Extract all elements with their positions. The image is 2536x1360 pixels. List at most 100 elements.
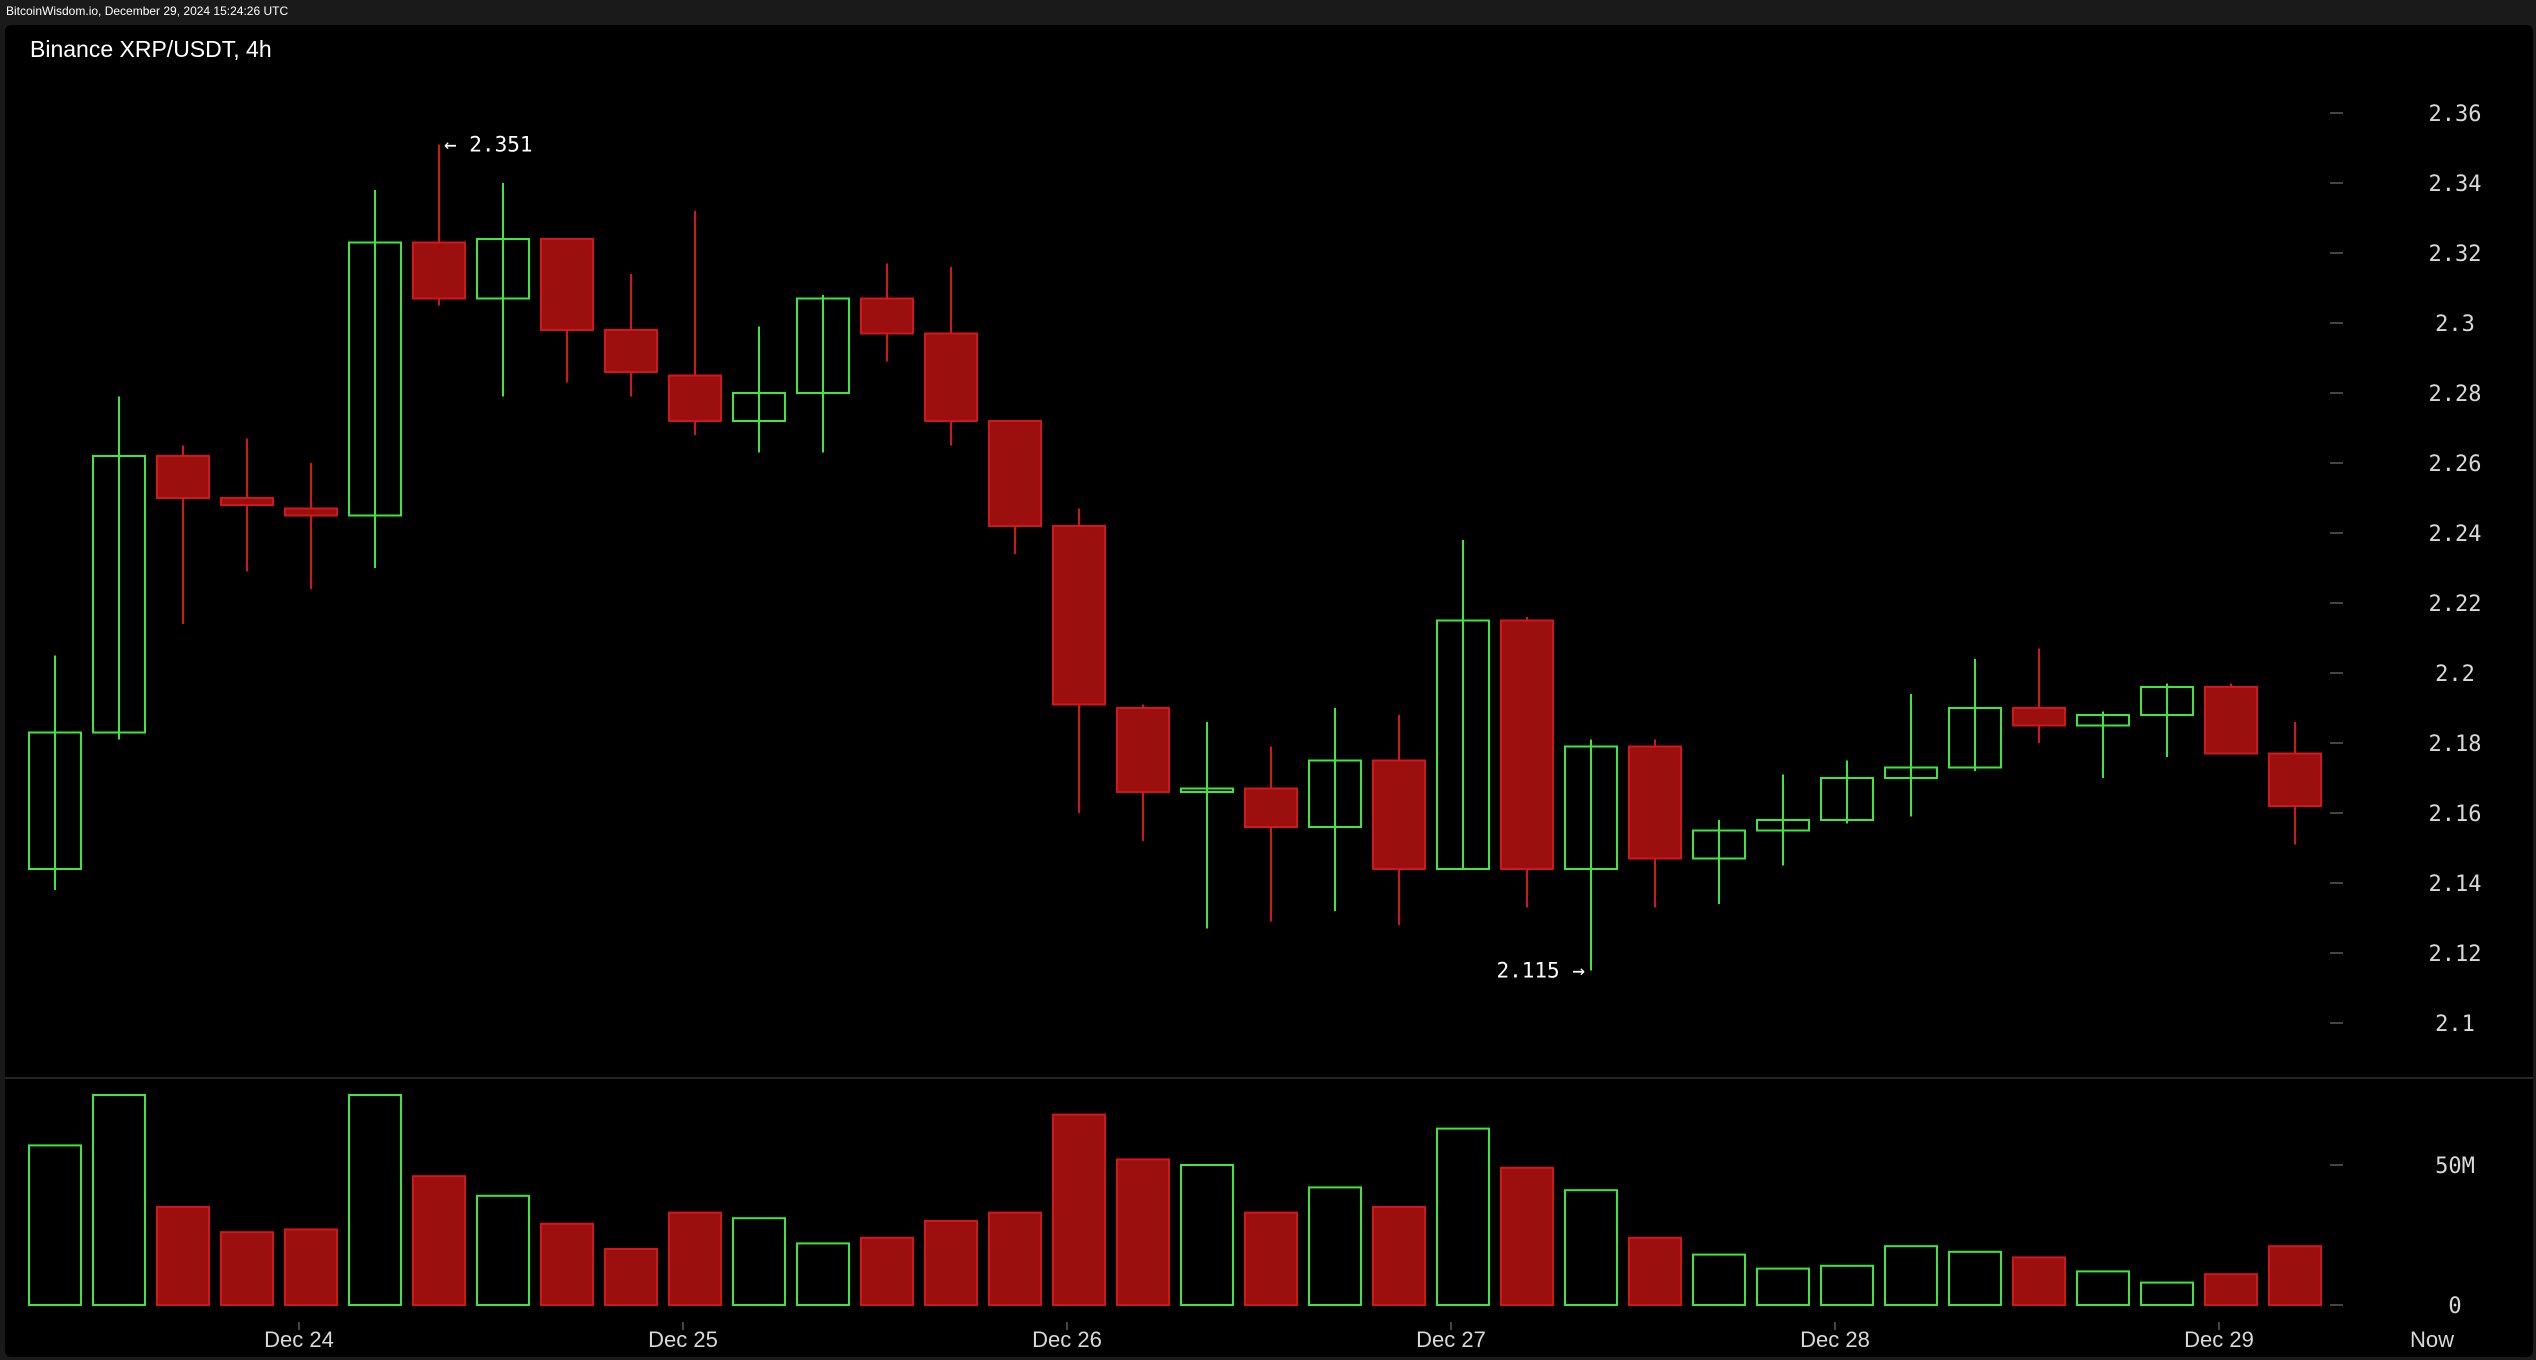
volume-bar [28,1144,82,1307]
candle-body [668,374,722,422]
volume-bar [220,1231,274,1306]
volume-bar [1052,1113,1106,1306]
volume-bar [1884,1245,1938,1306]
volume-bar [2076,1270,2130,1307]
date-tick-label: Dec 26 [1032,1327,1102,1352]
date-tick-label: Dec 28 [1800,1327,1870,1352]
volume-bar [1436,1127,1490,1306]
volume-bar [2012,1256,2066,1307]
candle-body [2012,707,2066,727]
candle-body [860,297,914,335]
price-tick-label: 2.22 [2429,592,2482,617]
volume-bar [1564,1189,1618,1306]
candle-body [2076,714,2130,727]
price-tick-label: 2.1 [2435,1012,2475,1037]
volume-bar [2204,1273,2258,1306]
candle-body [2268,752,2322,807]
date-tick-label: Dec 24 [264,1327,334,1352]
price-tick-label: 2.28 [2429,382,2482,407]
volume-bar [2268,1245,2322,1306]
volume-bar [924,1220,978,1306]
candle-body [1692,829,1746,860]
volume-bar [796,1242,850,1307]
volume-bar [1756,1267,1810,1306]
candle-body [1116,707,1170,793]
candle-body [348,241,402,517]
volume-bar [860,1236,914,1307]
low-annotation: 2.115 → [1496,959,1585,983]
candle-body [1628,745,1682,860]
watermark: BitcoinWisdom.io, December 29, 2024 15:2… [6,4,289,18]
chart-title: Binance XRP/USDT, 4h [30,36,272,62]
volume-bar [1180,1164,1234,1306]
volume-bar [92,1094,146,1306]
candle-body [988,420,1042,527]
now-label: Now [2410,1327,2454,1352]
price-tick-label: 2.24 [2429,522,2482,547]
high-annotation: ← 2.351 [444,133,533,157]
date-tick-label: Dec 25 [648,1327,718,1352]
volume-bar [284,1228,338,1307]
volume-bar [156,1206,210,1306]
volume-bar [1820,1264,1874,1307]
price-tick-label: 2.12 [2429,942,2482,967]
price-tick-label: 2.16 [2429,802,2482,827]
volume-bar [604,1248,658,1306]
candle-body [1308,759,1362,828]
volume-bar [2140,1281,2194,1306]
volume-bar [1372,1206,1426,1306]
candle-body [796,297,850,394]
candle-body [2204,686,2258,755]
volume-bar [476,1194,530,1307]
date-tick-label: Dec 29 [2184,1327,2254,1352]
candle-body [1756,819,1810,832]
price-tick-label: 2.2 [2435,662,2475,687]
volume-bar [1692,1253,1746,1306]
price-tick-label: 2.26 [2429,452,2482,477]
candle-body [1948,707,2002,769]
price-tick-label: 2.32 [2429,242,2482,267]
volume-bar [732,1217,786,1306]
price-tick-label: 2.18 [2429,732,2482,757]
candle-body [604,329,658,373]
volume-bar [1244,1211,1298,1306]
price-tick-label: 2.34 [2429,172,2482,197]
candle-body [156,455,210,499]
candle-body [1820,777,1874,821]
candle-body [28,731,82,870]
price-tick-label: 2.14 [2429,872,2482,897]
candle-body [1436,619,1490,870]
volume-bar [412,1175,466,1306]
candle-body [1564,745,1618,870]
candle-body [1052,525,1106,706]
volume-bar [988,1211,1042,1306]
candle-body [1180,787,1234,793]
candle-body [1244,787,1298,828]
date-tick-label: Dec 27 [1416,1327,1486,1352]
volume-bar [668,1211,722,1306]
volume-bar [1500,1166,1554,1307]
candle-body [1500,619,1554,870]
volume-bar [1116,1158,1170,1307]
volume-bar [348,1094,402,1306]
candle-body [284,507,338,517]
candle-body [1884,766,1938,779]
volume-bar [540,1222,594,1307]
price-tick-label: 2.36 [2429,102,2482,127]
candle-body [1372,759,1426,870]
volume-tick-label: 0 [2448,1294,2461,1319]
candle-body [220,497,274,506]
candle-body [2140,686,2194,716]
price-tick-label: 2.3 [2435,312,2475,337]
volume-tick-label: 50M [2435,1154,2475,1179]
candle-body [92,455,146,734]
candle-body [540,238,594,331]
candle-body [732,392,786,422]
volume-bar [1948,1250,2002,1307]
candle-body [476,238,530,300]
candle-body [924,332,978,422]
candle-body [412,241,466,300]
volume-bar [1628,1236,1682,1307]
